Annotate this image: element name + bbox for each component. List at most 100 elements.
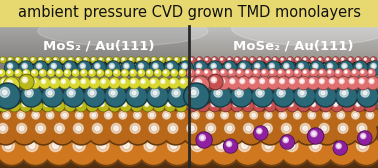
- Circle shape: [140, 65, 142, 67]
- Text: MoS₂ / Au(111): MoS₂ / Au(111): [43, 39, 154, 52]
- Circle shape: [313, 103, 314, 106]
- Circle shape: [266, 61, 280, 75]
- Circle shape: [356, 102, 360, 107]
- Circle shape: [129, 57, 134, 63]
- Circle shape: [92, 61, 106, 75]
- Circle shape: [62, 58, 64, 60]
- Circle shape: [80, 78, 89, 88]
- Circle shape: [78, 62, 90, 74]
- Circle shape: [107, 58, 109, 60]
- Circle shape: [65, 101, 75, 111]
- Circle shape: [229, 70, 232, 73]
- Circle shape: [334, 58, 336, 60]
- Circle shape: [82, 80, 84, 82]
- Circle shape: [318, 57, 323, 63]
- Circle shape: [17, 59, 18, 60]
- Circle shape: [125, 65, 128, 67]
- Circle shape: [195, 70, 202, 76]
- Circle shape: [350, 80, 353, 82]
- Circle shape: [72, 70, 79, 76]
- Circle shape: [284, 126, 289, 131]
- Circle shape: [0, 57, 6, 63]
- Circle shape: [303, 134, 335, 166]
- Circle shape: [361, 80, 363, 82]
- Circle shape: [259, 121, 282, 143]
- Circle shape: [176, 59, 177, 60]
- Circle shape: [154, 101, 164, 111]
- Circle shape: [277, 89, 285, 97]
- Circle shape: [124, 103, 125, 106]
- Circle shape: [132, 91, 136, 95]
- Circle shape: [363, 91, 367, 95]
- Circle shape: [231, 80, 234, 82]
- Circle shape: [310, 57, 316, 63]
- Circle shape: [23, 65, 26, 67]
- Circle shape: [187, 123, 197, 133]
- Circle shape: [71, 108, 91, 128]
- Circle shape: [260, 79, 265, 84]
- Circle shape: [12, 103, 14, 106]
- Circle shape: [271, 65, 273, 67]
- Circle shape: [267, 62, 279, 74]
- Circle shape: [351, 69, 359, 77]
- Circle shape: [163, 111, 170, 119]
- Circle shape: [182, 119, 208, 145]
- Circle shape: [276, 100, 287, 112]
- Circle shape: [119, 78, 129, 88]
- Circle shape: [114, 134, 146, 166]
- Circle shape: [281, 61, 295, 75]
- Circle shape: [189, 102, 193, 107]
- Circle shape: [274, 86, 293, 106]
- Circle shape: [85, 59, 86, 60]
- Circle shape: [138, 59, 139, 60]
- Circle shape: [238, 62, 250, 74]
- Circle shape: [121, 113, 125, 117]
- Circle shape: [281, 58, 283, 60]
- Circle shape: [0, 119, 19, 145]
- Circle shape: [299, 79, 304, 84]
- Circle shape: [283, 137, 288, 143]
- Circle shape: [313, 132, 315, 135]
- Circle shape: [295, 61, 310, 75]
- Circle shape: [0, 71, 2, 73]
- Circle shape: [67, 65, 70, 67]
- Circle shape: [228, 70, 235, 76]
- Circle shape: [208, 76, 220, 90]
- Circle shape: [82, 71, 84, 73]
- Circle shape: [138, 70, 144, 76]
- Circle shape: [58, 109, 76, 127]
- Circle shape: [319, 79, 324, 84]
- Circle shape: [90, 71, 93, 73]
- Circle shape: [320, 70, 323, 73]
- Circle shape: [1, 103, 3, 106]
- Circle shape: [304, 108, 324, 128]
- Circle shape: [333, 119, 359, 145]
- Circle shape: [223, 113, 226, 117]
- Circle shape: [197, 70, 200, 73]
- Circle shape: [197, 57, 202, 63]
- Circle shape: [64, 70, 71, 76]
- Circle shape: [343, 70, 350, 76]
- Circle shape: [32, 121, 55, 143]
- Circle shape: [371, 57, 376, 63]
- Circle shape: [333, 108, 353, 128]
- Circle shape: [266, 59, 268, 60]
- Circle shape: [156, 102, 160, 107]
- Circle shape: [318, 57, 324, 63]
- Circle shape: [220, 119, 245, 145]
- Circle shape: [62, 80, 64, 82]
- Circle shape: [188, 70, 191, 73]
- Circle shape: [120, 100, 131, 112]
- Circle shape: [352, 119, 378, 145]
- Circle shape: [0, 123, 8, 133]
- Circle shape: [279, 71, 281, 73]
- Circle shape: [19, 77, 30, 89]
- Circle shape: [178, 102, 182, 107]
- Circle shape: [184, 83, 209, 109]
- Circle shape: [370, 80, 373, 82]
- Circle shape: [48, 113, 52, 117]
- Circle shape: [106, 119, 132, 145]
- Circle shape: [327, 134, 359, 166]
- Circle shape: [357, 123, 367, 133]
- Circle shape: [237, 70, 240, 73]
